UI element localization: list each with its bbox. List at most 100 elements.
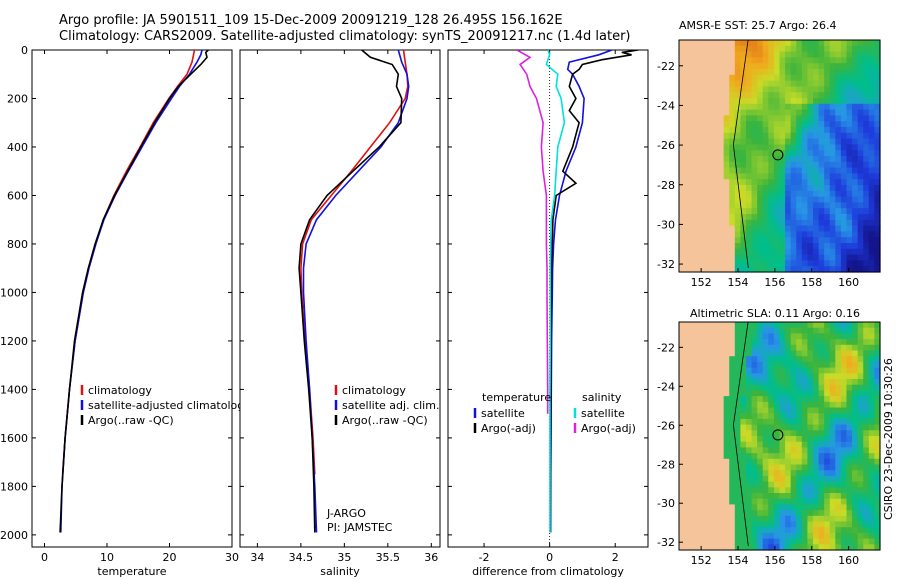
map-cell (706, 544, 714, 551)
map-cell (835, 441, 842, 448)
map-cell (801, 185, 809, 192)
map-cell (773, 464, 781, 471)
map-cell (796, 350, 803, 357)
map-cell (840, 51, 848, 58)
y-tick-label: -22 (657, 341, 675, 354)
map-cell (801, 367, 809, 374)
map-cell (734, 127, 742, 134)
map-cell (874, 86, 881, 93)
map-cell (863, 40, 870, 47)
map-cell (818, 447, 825, 454)
map-cell (718, 481, 725, 488)
map-cell (857, 339, 864, 346)
map-cell (868, 481, 876, 488)
map-cell (762, 161, 769, 169)
map-cell (679, 74, 686, 82)
map-sla_map: 152 154 156 158 160-22-24-26-28-30-32 (657, 321, 881, 567)
map-cell (701, 504, 708, 511)
map-cell (807, 57, 814, 64)
map-cell (723, 430, 730, 437)
map-cell (829, 430, 836, 437)
map-cell (824, 40, 831, 47)
map-cell (868, 208, 876, 215)
map-cell (818, 144, 825, 151)
map-cell (857, 173, 864, 180)
map-cell (840, 150, 848, 157)
map-cell (829, 396, 836, 403)
map-cell (723, 260, 730, 267)
map-cell (824, 127, 831, 134)
map-cell (807, 515, 814, 523)
map-cell (785, 367, 792, 374)
map-cell (846, 190, 853, 198)
map-cell (779, 333, 786, 340)
map-cell (768, 470, 775, 477)
map-cell (813, 63, 820, 70)
map-cell (729, 441, 736, 448)
x-tick-label: 34 (250, 551, 264, 564)
map-cell (718, 45, 725, 53)
map-cell (863, 138, 870, 145)
map-cell (701, 260, 708, 267)
map-cell (712, 390, 719, 397)
map-cell (679, 453, 686, 460)
map-cell (695, 379, 702, 386)
map-cell (740, 418, 747, 426)
y-tick-label: 200 (7, 92, 28, 105)
map-cell (868, 196, 876, 203)
map-cell (751, 51, 758, 58)
map-cell (723, 339, 730, 346)
map-cell (679, 424, 686, 431)
map-cell (807, 190, 814, 198)
map-cell (762, 344, 769, 352)
map-cell (773, 109, 781, 116)
map-cell (734, 527, 742, 534)
map-cell (779, 266, 786, 273)
map-cell (718, 219, 725, 227)
map-cell (785, 231, 792, 238)
map-cell (740, 441, 747, 448)
map-cell (679, 356, 686, 363)
map-cell (701, 458, 708, 466)
map-cell (779, 356, 786, 363)
map-cell (790, 504, 797, 511)
map-cell (801, 475, 809, 483)
map-cell (801, 179, 809, 186)
map-cell (829, 98, 836, 105)
map-cell (868, 515, 876, 523)
map-cell (785, 266, 792, 273)
map-cell (762, 504, 769, 511)
map-cell (835, 453, 842, 460)
map-cell (734, 430, 742, 437)
map-cell (718, 51, 725, 58)
map-cell (874, 40, 881, 47)
map-cell (706, 214, 714, 221)
y-tick-label: 1800 (0, 480, 28, 493)
map-cell (807, 69, 814, 76)
map-cell (757, 45, 764, 53)
map-cell (695, 532, 702, 540)
map-cell (785, 333, 792, 340)
map-cell (695, 515, 702, 523)
map-cell (801, 430, 809, 437)
map-cell (740, 379, 747, 386)
map-cell (757, 144, 764, 151)
map-cell (801, 51, 809, 58)
map-cell (829, 40, 836, 47)
map-cell (712, 173, 719, 180)
map-cell (790, 225, 797, 232)
map-cell (729, 384, 736, 391)
map-cell (840, 237, 848, 244)
map-cell (706, 441, 714, 448)
map-cell (852, 373, 859, 380)
map-cell (729, 231, 736, 238)
map-cell (684, 109, 691, 116)
map-cell (857, 260, 864, 267)
map-cell (807, 344, 814, 352)
map-cell (790, 373, 797, 380)
map-cell (773, 418, 781, 426)
map-cell (813, 156, 820, 163)
map-cell (835, 350, 842, 357)
map-cell (813, 521, 820, 528)
map-cell (684, 260, 691, 267)
